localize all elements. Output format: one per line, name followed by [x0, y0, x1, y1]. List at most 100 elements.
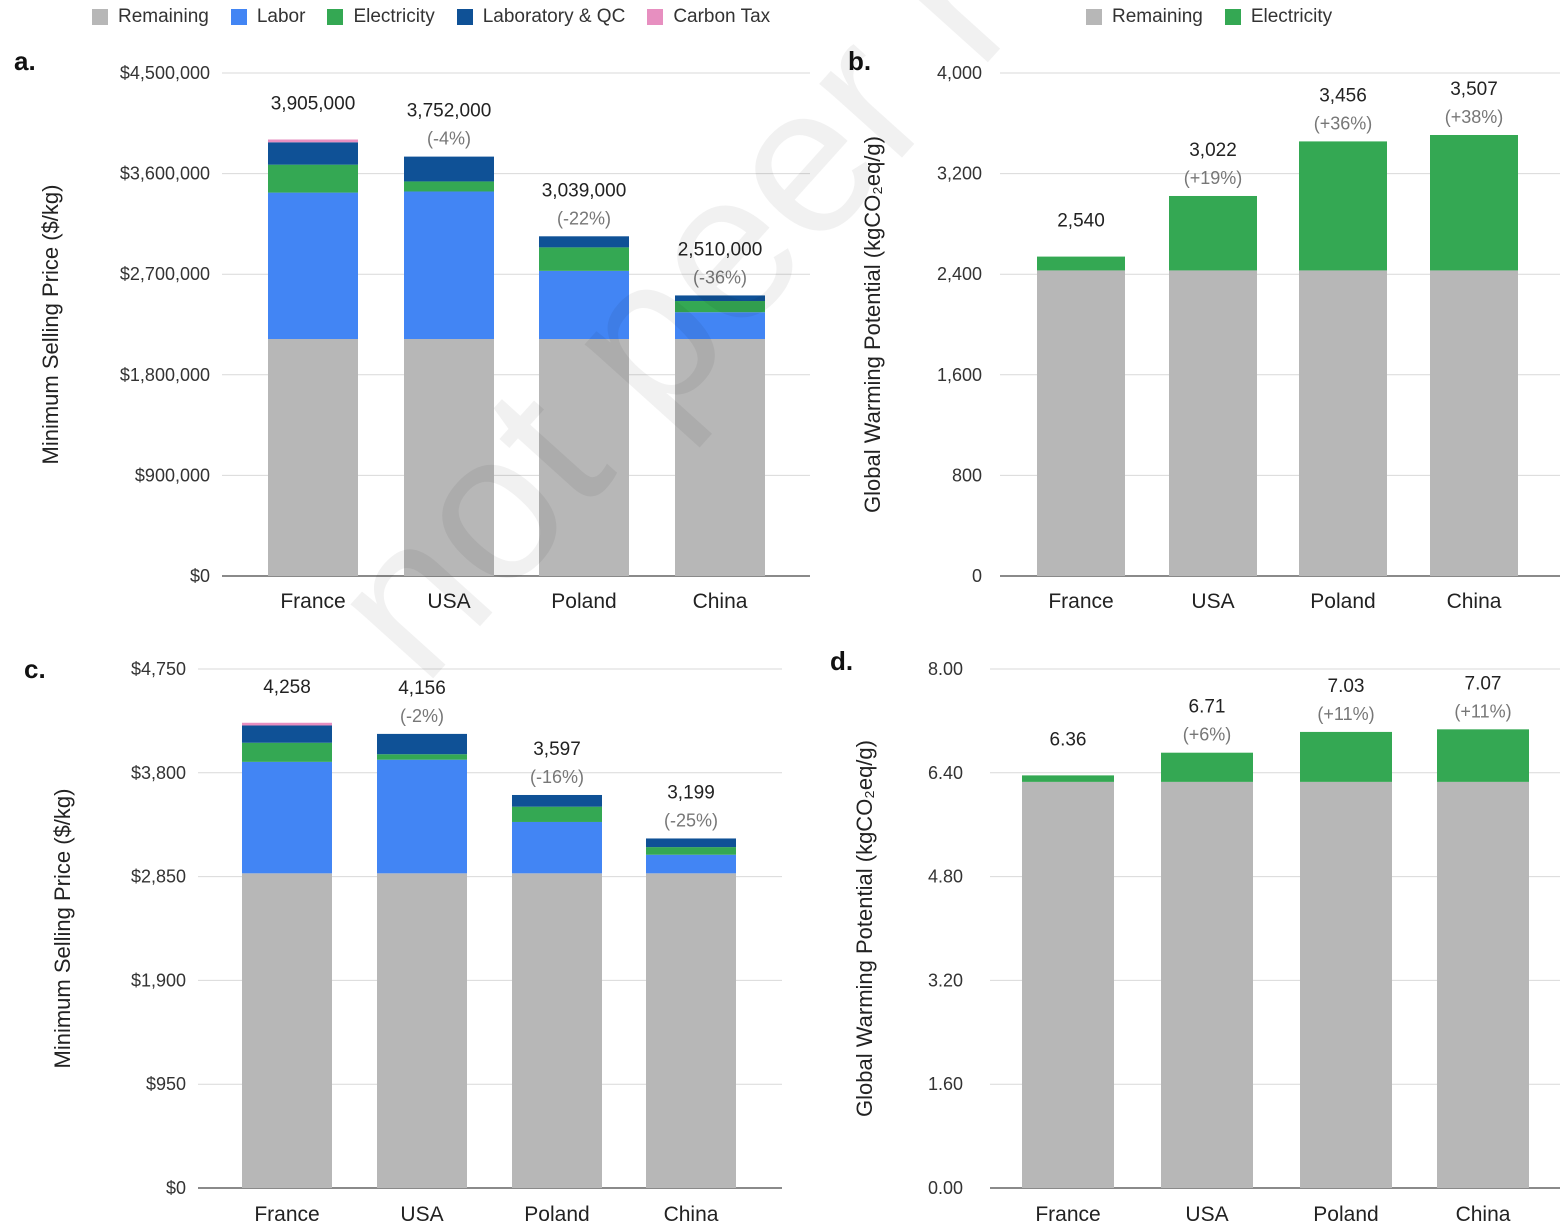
- x-tick-label: China: [1456, 1203, 1511, 1226]
- y-tick-label: $2,700,000: [120, 264, 210, 284]
- bar-remaining-china: [646, 873, 736, 1188]
- legend-left-item-laboratory-qc: Laboratory & QC: [456, 6, 625, 28]
- legend-left-item-carbon-tax: Carbon Tax: [647, 6, 770, 28]
- x-tick-label: USA: [1191, 590, 1234, 613]
- bar-total-label: 3,752,000: [407, 101, 492, 122]
- bar-electricity-france: [242, 742, 332, 762]
- panel-letter-b: b.: [848, 46, 872, 76]
- bar-total-label: 3,199: [667, 782, 715, 803]
- bar-laboratory-qc-usa: [404, 156, 494, 182]
- chart-panel-1: $0 $900,000 $1,800,000 $2,700,000 $3,600,000…: [38, 63, 810, 613]
- bar-change-label: (-16%): [530, 767, 584, 787]
- bar-change-label: (-22%): [557, 208, 611, 228]
- x-tick-label: USA: [400, 1203, 443, 1226]
- y-axis-label: Global Warming Potential (kgCO₂eq/g): [852, 740, 877, 1117]
- legend-swatch: [1224, 9, 1241, 25]
- legend-swatch: [327, 9, 344, 25]
- bar-total-label: 4,258: [263, 677, 311, 698]
- legend-left-item-labor: Labor: [230, 6, 306, 28]
- y-tick-label: 2,400: [937, 264, 982, 284]
- bar-labor-china: [675, 312, 765, 340]
- bar-laboratory-qc-china: [646, 838, 736, 848]
- legend-swatch: [647, 9, 664, 25]
- bar-change-label: (-4%): [427, 129, 471, 149]
- bar-total-label: 3,597: [533, 739, 581, 760]
- bar-remaining-usa: [404, 339, 494, 576]
- legend-label: Remaining: [1112, 6, 1203, 27]
- legend-label: Labor: [256, 6, 306, 27]
- bar-labor-usa: [404, 191, 494, 340]
- bar-remaining-poland: [1299, 270, 1387, 576]
- bar-total-label: 7.03: [1328, 676, 1365, 697]
- bar-change-label: (-25%): [664, 810, 718, 830]
- y-tick-label: 0.00: [928, 1178, 963, 1198]
- bar-labor-france: [242, 761, 332, 874]
- y-tick-label: $2,850: [131, 867, 186, 887]
- y-tick-label: $1,800,000: [120, 365, 210, 385]
- bar-electricity-poland: [1300, 731, 1392, 782]
- bar-change-label: (+19%): [1184, 168, 1243, 188]
- panel-letter-a: a.: [14, 46, 36, 76]
- bar-electricity-china: [1430, 134, 1518, 271]
- bar-remaining-china: [675, 339, 765, 576]
- bar-laboratory-qc-china: [675, 295, 765, 302]
- y-tick-label: $950: [146, 1074, 186, 1094]
- bar-remaining-poland: [512, 873, 602, 1188]
- bar-total-label: 6.36: [1050, 729, 1087, 750]
- y-axis-label: Minimum Selling Price ($/kg): [38, 185, 63, 465]
- y-tick-label: $1,900: [131, 970, 186, 990]
- y-tick-label: 3,200: [937, 164, 982, 184]
- legend-left-item-electricity: Electricity: [327, 6, 435, 28]
- x-tick-label: Poland: [524, 1203, 589, 1226]
- bar-change-label: (-36%): [693, 267, 747, 287]
- y-tick-label: $4,750: [131, 659, 186, 679]
- bar-change-label: (+38%): [1445, 107, 1504, 127]
- bar-electricity-poland: [539, 247, 629, 271]
- y-tick-label: 1,600: [937, 365, 982, 385]
- y-tick-label: $4,500,000: [120, 63, 210, 83]
- bar-change-label: (-2%): [400, 706, 444, 726]
- bar-carbon-tax-france: [242, 722, 332, 726]
- bar-total-label: 2,540: [1057, 211, 1105, 232]
- bar-remaining-usa: [1161, 781, 1253, 1188]
- bar-total-label: 6.71: [1189, 697, 1226, 718]
- bar-laboratory-qc-poland: [539, 236, 629, 248]
- bar-electricity-usa: [377, 754, 467, 760]
- legend-left-item-remaining: Remaining: [92, 6, 209, 28]
- bar-remaining-china: [1430, 270, 1518, 576]
- bar-electricity-china: [646, 847, 736, 855]
- bar-electricity-france: [1022, 775, 1114, 782]
- bar-total-label: 3,039,000: [542, 180, 627, 201]
- bar-carbon-tax-france: [268, 139, 358, 143]
- legend-right-item-remaining: Remaining: [1086, 6, 1203, 28]
- legend-swatch: [1086, 9, 1102, 25]
- bar-total-label: 3,456: [1319, 85, 1367, 106]
- bar-change-label: (+11%): [1454, 701, 1511, 721]
- chart-panel-4: 0.00 1.60 3.20 4.80 6.40 8.00 Global Warming P…: [852, 659, 1560, 1226]
- bar-remaining-france: [1037, 270, 1125, 576]
- x-tick-label: France: [1035, 1203, 1100, 1226]
- y-tick-label: 1.60: [928, 1074, 963, 1094]
- bar-labor-poland: [512, 821, 602, 874]
- x-tick-label: Poland: [1310, 590, 1375, 613]
- legend-swatch: [456, 9, 473, 25]
- chart-panel-2: 0 800 1,600 2,400 3,200 4,000 Global Warming P…: [860, 63, 1560, 613]
- chart-panel-3: $0 $950 $1,900 $2,850 $3,800 $4,750 Minimum Se…: [50, 659, 782, 1226]
- y-tick-label: 800: [952, 465, 982, 485]
- legend-label: Electricity: [1250, 6, 1333, 27]
- legend-left: Remaining Labor Electricity Laboratory & QC…: [92, 4, 770, 30]
- x-tick-label: France: [280, 590, 345, 613]
- y-tick-label: 4.80: [928, 867, 963, 887]
- x-tick-label: China: [664, 1203, 719, 1226]
- x-tick-label: China: [693, 590, 748, 613]
- bar-remaining-usa: [377, 873, 467, 1188]
- bar-labor-france: [268, 192, 358, 340]
- bar-remaining-france: [1022, 781, 1114, 1188]
- bar-laboratory-qc-poland: [512, 794, 602, 807]
- bar-laboratory-qc-france: [242, 725, 332, 743]
- bar-change-label: (+36%): [1314, 113, 1373, 133]
- y-tick-label: $0: [166, 1178, 186, 1198]
- bar-remaining-poland: [1300, 781, 1392, 1188]
